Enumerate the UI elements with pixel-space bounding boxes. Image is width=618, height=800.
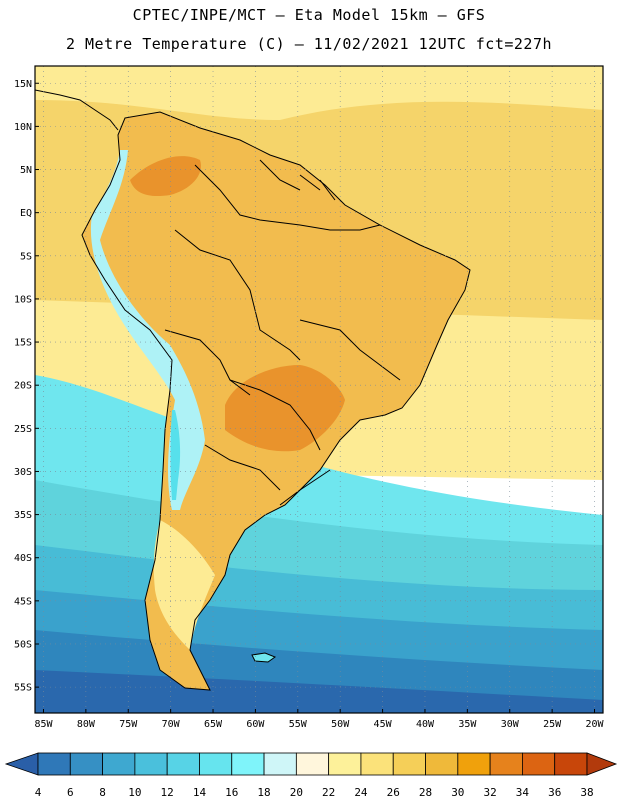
map-frame: [34, 65, 604, 714]
lon-tick-label: 80W: [77, 719, 96, 730]
lon-tick-label: 85W: [34, 719, 53, 730]
colorbar-box: [166, 752, 200, 776]
latitude-labels: 15N 10N 5N EQ 5S 10S 15S 20S 25S 30S 35S 40S 45S 50S 5…: [14, 79, 39, 694]
lon-tick-label: 50W: [331, 719, 350, 730]
lat-tick-label: 25S: [14, 424, 32, 435]
lat-tick-label: 5S: [20, 251, 32, 262]
lat-tick-label: 10N: [14, 122, 32, 133]
colorbar-label: 38: [580, 786, 593, 799]
lon-tick-label: 55W: [289, 719, 308, 730]
colorbar-label: 16: [225, 786, 238, 799]
caribbean-region: [35, 66, 603, 120]
colorbar-label: 10: [128, 786, 141, 799]
colorbar-label: 6: [67, 786, 74, 799]
lat-tick-label: 35S: [14, 510, 32, 521]
colorbar-box: [231, 752, 265, 776]
colorbar-label: 22: [322, 786, 335, 799]
colorbar-box: [37, 752, 71, 776]
longitude-labels: 85W 80W 75W 70W 65W 60W 55W 50W 45W 40W 35W 30W 25W 2…: [34, 709, 605, 730]
lon-tick-label: 65W: [204, 719, 223, 730]
colorbar-label: 30: [451, 786, 464, 799]
colorbar-label: 8: [99, 786, 106, 799]
colorbar-box: [522, 752, 556, 776]
colorbar-label: 14: [193, 786, 207, 799]
lat-tick-label: 10S: [14, 294, 32, 305]
colorbar-box: [69, 752, 103, 776]
lon-tick-label: 75W: [119, 719, 138, 730]
lat-tick-label: 15N: [14, 79, 32, 90]
colorbar-label: 34: [516, 786, 530, 799]
colorbar-high-arrow: [586, 752, 618, 776]
lat-tick-label: 40S: [14, 553, 32, 564]
colorbar-label: 18: [257, 786, 270, 799]
colorbar-box: [360, 752, 394, 776]
colorbar-box: [134, 752, 168, 776]
colorbar-box: [489, 752, 523, 776]
lon-tick-label: 70W: [162, 719, 181, 730]
lat-tick-label: 15S: [14, 338, 32, 349]
colorbar-box: [102, 752, 136, 776]
colorbar-label: 26: [387, 786, 400, 799]
lat-tick-label: EQ: [20, 208, 32, 219]
colorbar-box: [199, 752, 233, 776]
lon-tick-label: 45W: [374, 719, 393, 730]
colorbar-box: [263, 752, 297, 776]
lat-tick-label: 50S: [14, 639, 32, 650]
falkland-islands: [252, 653, 275, 662]
lon-tick-label: 25W: [543, 719, 562, 730]
colorbar-label: 36: [548, 786, 561, 799]
lat-tick-label: 55S: [14, 683, 32, 694]
country-borders: [35, 89, 471, 691]
colorbar-label: 4: [35, 786, 42, 799]
patagonia-region: [153, 520, 215, 650]
lat-tick-label: 20S: [14, 381, 32, 392]
colorbar-box: [457, 752, 491, 776]
temperature-field: [35, 66, 603, 713]
title-line-1: CPTEC/INPE/MCT – Eta Model 15km – GFS: [132, 6, 486, 24]
lon-tick-label: 30W: [501, 719, 520, 730]
colorbar-label: 28: [419, 786, 432, 799]
hot-region-interior: [225, 365, 345, 452]
lat-tick-label: 45S: [14, 596, 32, 607]
colorbar: 4 6 8 10 12 14 16 18 20 22 24 26 28 30 32 34 36 38: [4, 752, 618, 799]
lat-tick-label: 30S: [14, 467, 32, 478]
colorbar-label: 20: [290, 786, 303, 799]
hot-region-north: [130, 156, 201, 197]
title-line-2: 2 Metre Temperature (C) – 11/02/2021 12U…: [65, 35, 553, 53]
lat-tick-label: 5N: [20, 165, 32, 176]
colorbar-box: [392, 752, 426, 776]
lon-tick-label: 35W: [458, 719, 477, 730]
colorbar-box: [295, 752, 330, 776]
andes-cold-core: [170, 410, 181, 500]
lon-tick-label: 60W: [246, 719, 265, 730]
colorbar-box: [554, 752, 588, 776]
colorbar-box: [425, 752, 459, 776]
colorbar-low-arrow: [4, 752, 39, 776]
colorbar-label: 12: [161, 786, 174, 799]
lon-tick-label: 40W: [416, 719, 435, 730]
colorbar-box: [328, 752, 362, 776]
lon-tick-label: 20W: [585, 719, 604, 730]
colorbar-label: 24: [354, 786, 368, 799]
colorbar-label: 32: [483, 786, 496, 799]
